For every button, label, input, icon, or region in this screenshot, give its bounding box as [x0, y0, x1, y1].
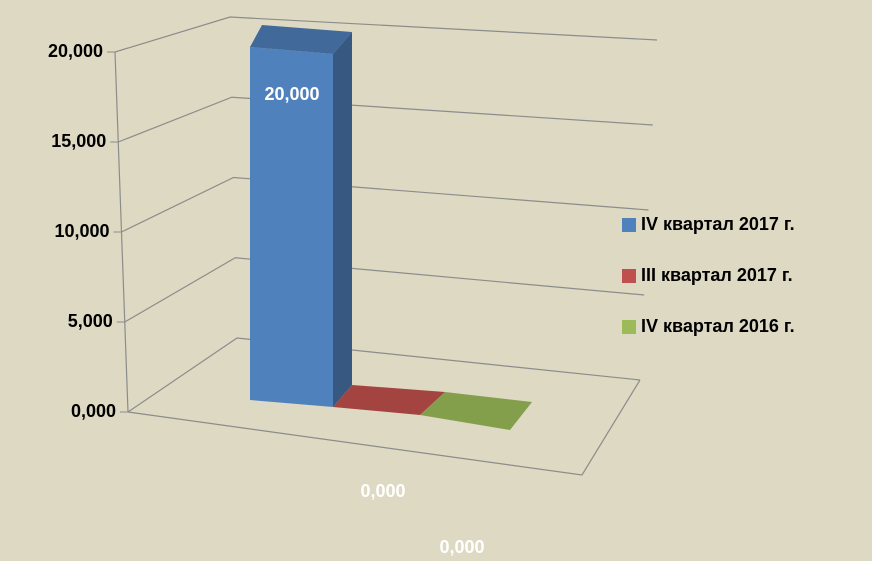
floor-edge: [127, 379, 641, 476]
legend-swatch: [622, 320, 636, 334]
value-label: 20,000: [264, 84, 319, 104]
y-tick-label: 15,000: [51, 131, 106, 151]
bar-top: [333, 385, 445, 415]
y-tick-label: 5,000: [68, 311, 113, 331]
value-label: 0,000: [439, 537, 484, 557]
bar-top: [250, 25, 352, 54]
grid-line: [121, 176, 649, 233]
value-label: 0,000: [360, 481, 405, 501]
y-tick-label: 0,000: [71, 401, 116, 421]
y-tick-label: 20,000: [48, 41, 103, 61]
legend-label: IV квартал 2017 г.: [641, 214, 795, 234]
bar-top: [420, 392, 532, 430]
y-tick-label: 10,000: [54, 221, 109, 241]
bar-front: [250, 47, 333, 407]
legend-label: IV квартал 2016 г.: [641, 316, 795, 336]
grid-line: [127, 337, 641, 413]
grid-line: [124, 257, 645, 323]
grid-line: [114, 16, 658, 53]
legend-swatch: [622, 269, 636, 283]
legend-label: III квартал 2017 г.: [641, 265, 793, 285]
grid-line: [118, 96, 653, 143]
legend-swatch: [622, 218, 636, 232]
bar-side: [333, 32, 352, 407]
